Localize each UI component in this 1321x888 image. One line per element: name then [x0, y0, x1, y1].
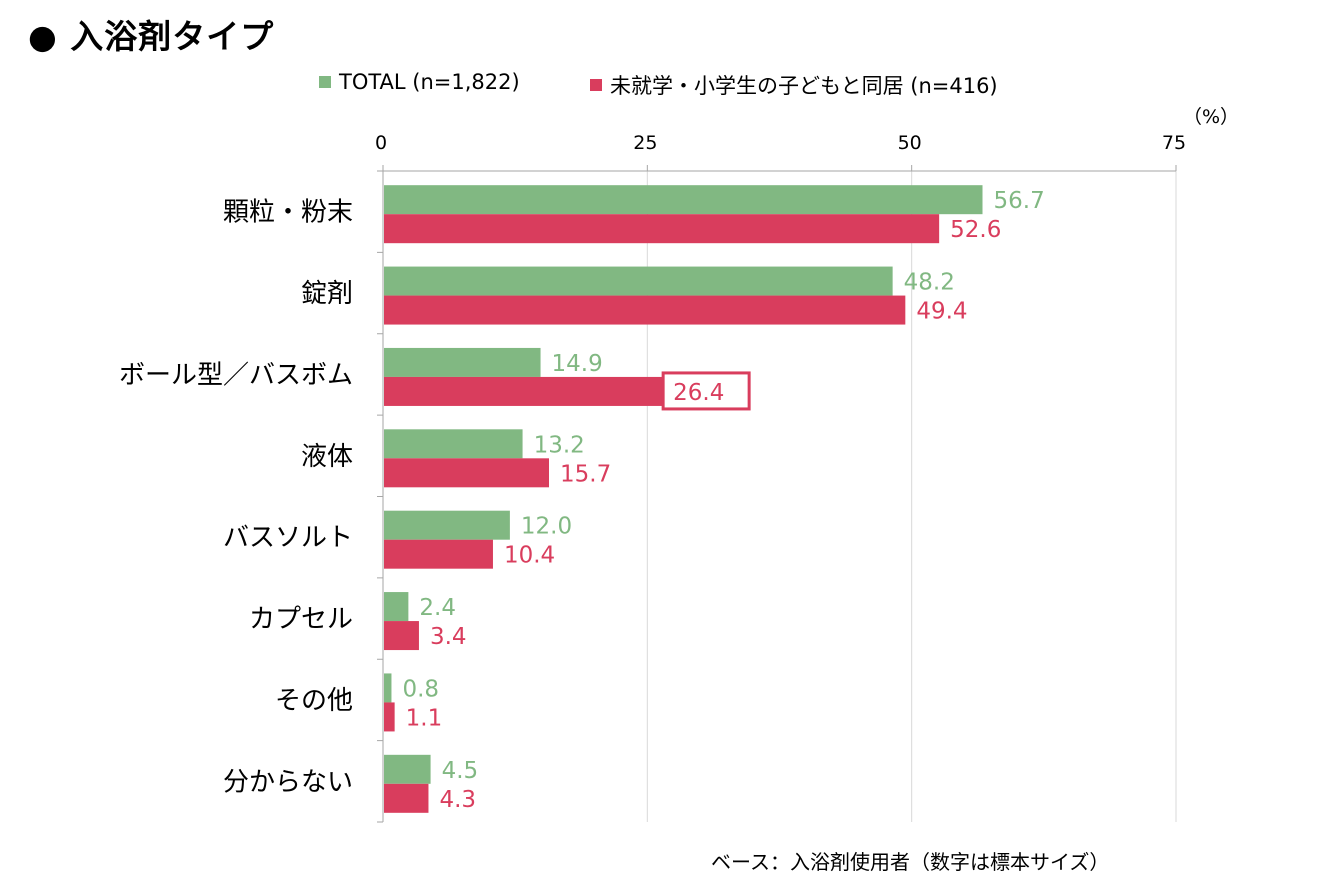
bar-kids: [384, 539, 493, 569]
bar-kids: [384, 458, 550, 488]
value-label-kids: 1.1: [406, 705, 443, 731]
bar-total: [384, 510, 510, 540]
value-label-kids: 26.4: [673, 380, 724, 406]
category-label: その他: [275, 686, 353, 716]
x-tick-label: 75: [1162, 132, 1186, 154]
value-label-kids: 3.4: [430, 624, 467, 650]
category-label: ボール型／バスボム: [119, 360, 353, 390]
legend-label-total: TOTAL (n=1,822): [339, 70, 520, 94]
x-tick-label: 50: [898, 132, 922, 154]
highlight-box: [661, 371, 751, 411]
bar-total: [384, 266, 893, 296]
bar-total: [384, 754, 431, 784]
bar-total: [384, 429, 523, 459]
bar-total: [384, 347, 541, 377]
category-label: 分からない: [223, 767, 353, 797]
axis-unit-label: （%）: [1183, 106, 1240, 128]
value-label-total: 13.2: [534, 432, 585, 458]
x-tick-label: 0: [375, 132, 387, 154]
legend-swatch-kids: [590, 79, 602, 91]
value-label-total: 14.9: [552, 351, 603, 377]
value-label-total: 12.0: [521, 514, 572, 540]
category-label: 錠剤: [301, 279, 353, 309]
bar-kids: [384, 214, 940, 244]
value-label-kids: 15.7: [560, 461, 611, 487]
category-label: バスソルト: [223, 523, 353, 553]
value-label-total: 4.5: [442, 758, 479, 784]
legend-label-kids: 未就学・小学生の子どもと同居 (n=416): [610, 74, 998, 98]
bar-total: [384, 185, 983, 215]
bar-kids: [384, 621, 419, 651]
bar-kids: [384, 783, 429, 813]
bar-total: [384, 673, 392, 703]
category-label: 液体: [301, 442, 353, 472]
base-note: ベース：入浴剤使用者（数字は標本サイズ）: [711, 850, 1110, 874]
category-label: 顆粒・粉末: [223, 198, 353, 228]
x-tick-label: 25: [633, 132, 657, 154]
category-label: カプセル: [249, 605, 353, 635]
value-label-total: 0.8: [402, 676, 439, 702]
legend: TOTAL (n=1,822) 未就学・小学生の子どもと同居 (n=416): [0, 70, 1321, 100]
value-label-kids: 4.3: [439, 787, 476, 813]
legend-item-total: TOTAL (n=1,822): [319, 70, 520, 94]
bar-kids: [384, 702, 395, 732]
chart-title: ● 入浴剤タイプ: [28, 17, 275, 56]
bar-total: [384, 592, 409, 622]
value-label-kids: 10.4: [504, 543, 555, 569]
bar-kids: [384, 295, 906, 325]
value-label-total: 56.7: [994, 188, 1045, 214]
value-label-kids: 49.4: [916, 299, 967, 325]
legend-swatch-total: [319, 76, 331, 88]
value-label-kids: 52.6: [950, 217, 1001, 243]
value-label-total: 48.2: [904, 270, 955, 296]
legend-item-kids: 未就学・小学生の子どもと同居 (n=416): [590, 70, 998, 100]
bar-kids: [384, 376, 663, 406]
value-label-total: 2.4: [419, 595, 456, 621]
